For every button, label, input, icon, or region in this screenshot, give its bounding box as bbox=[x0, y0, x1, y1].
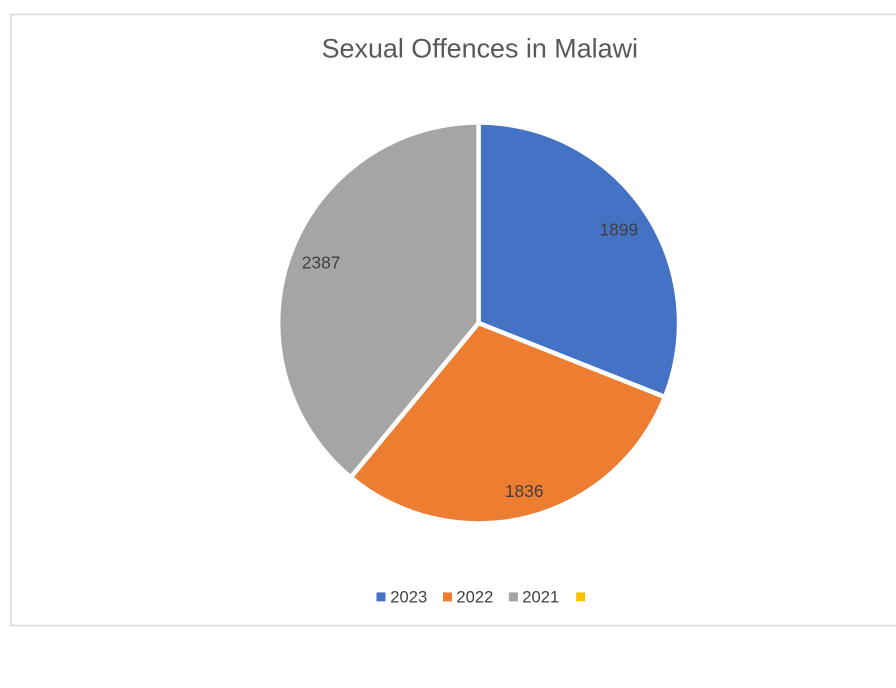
svg-text:Sexual Offences in Malawi: Sexual Offences in Malawi bbox=[322, 34, 638, 64]
svg-text:2023: 2023 bbox=[390, 587, 427, 606]
svg-text:1836: 1836 bbox=[505, 481, 544, 501]
svg-text:2021: 2021 bbox=[522, 587, 559, 606]
svg-text:1899: 1899 bbox=[599, 220, 638, 240]
svg-text:2387: 2387 bbox=[302, 253, 341, 273]
svg-text:2022: 2022 bbox=[456, 587, 493, 606]
